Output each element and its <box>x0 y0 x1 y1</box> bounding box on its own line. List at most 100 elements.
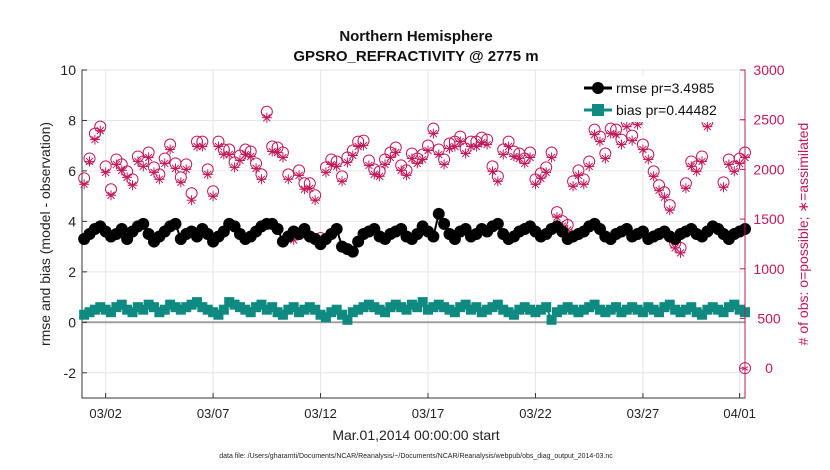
assimilated-point <box>680 183 691 194</box>
asterisk-stroke <box>488 167 497 176</box>
assimilated-point <box>213 141 224 152</box>
asterisk-stroke <box>365 161 373 170</box>
asterisk-stroke <box>429 129 438 138</box>
rmse-point <box>115 222 128 235</box>
assimilated-point <box>702 121 713 132</box>
asterisk-stroke <box>117 166 126 175</box>
asterisk-stroke <box>504 142 513 151</box>
bias-point <box>632 304 643 315</box>
asterisk-stroke <box>252 164 260 173</box>
asterisk-stroke <box>434 150 443 159</box>
assimilated-point <box>406 153 417 164</box>
asterisk-stroke <box>230 163 239 172</box>
left-axis-ticks: -2 0 2 4 6 8 10 <box>60 62 87 381</box>
assimilated-point <box>208 191 219 202</box>
assimilated-point <box>181 164 192 175</box>
asterisk-stroke <box>499 150 508 159</box>
asterisk-stroke <box>424 146 432 155</box>
assimilated-point <box>245 151 256 162</box>
asterisk-stroke <box>262 113 271 122</box>
asterisk-stroke <box>112 160 121 169</box>
bias-point <box>616 307 627 318</box>
asterisk-stroke <box>107 191 115 200</box>
asterisk-stroke <box>370 170 379 179</box>
assimilated-point <box>127 180 138 191</box>
legend-bias-marker <box>592 104 604 116</box>
assimilated-point <box>224 149 235 160</box>
asterisk-stroke <box>182 165 191 174</box>
assimilated-point <box>390 147 401 158</box>
asterisk-stroke <box>585 162 594 171</box>
rmse-point <box>137 217 150 230</box>
bias-point <box>562 302 573 313</box>
right-tick-label: 500 <box>757 310 781 326</box>
assimilated-point <box>79 179 90 190</box>
assimilated-point <box>202 169 213 180</box>
bias-point <box>380 307 391 318</box>
assimilated-point <box>374 171 385 182</box>
asterisk-stroke <box>171 164 180 173</box>
rmse-point <box>169 217 182 230</box>
assimilated-point <box>621 121 632 132</box>
asterisk-stroke <box>375 172 384 181</box>
assimilated-point <box>272 147 283 158</box>
assimilated-point <box>659 192 670 203</box>
bias-point <box>530 307 541 318</box>
assimilated-point <box>616 139 627 150</box>
assimilated-point <box>600 153 611 164</box>
asterisk-stroke <box>649 172 658 181</box>
x-tick-label: 03/07 <box>197 406 230 421</box>
assimilated-point <box>401 170 412 181</box>
bias-point <box>202 304 213 315</box>
asterisk-stroke <box>273 148 282 157</box>
asterisk-stroke <box>612 130 620 139</box>
bias-point <box>643 302 654 313</box>
asterisk-stroke <box>284 175 293 184</box>
assimilated-point <box>197 141 208 152</box>
assimilated-point <box>84 156 95 167</box>
bias-series <box>79 297 750 325</box>
asterisk-stroke <box>198 142 207 151</box>
bias-point <box>272 307 283 318</box>
bias-point <box>471 302 482 313</box>
asterisk-stroke <box>418 155 427 164</box>
bias-point <box>439 302 450 313</box>
assimilated-point <box>277 152 288 163</box>
bias-point <box>503 307 514 318</box>
bias-point <box>165 299 176 310</box>
asterisk-stroke <box>332 162 341 171</box>
bias-point <box>267 302 278 313</box>
x-tick-label: 03/02 <box>89 406 122 421</box>
bias-point <box>551 307 562 318</box>
bias-point <box>573 307 584 318</box>
assimilated-point <box>578 179 589 190</box>
assimilated-point <box>643 154 654 165</box>
bias-point <box>654 307 665 318</box>
assimilated-point <box>251 163 262 174</box>
assimilated-point <box>611 129 622 140</box>
rmse-point <box>330 222 343 235</box>
assimilated-point <box>310 195 321 206</box>
asterisk-stroke <box>692 167 701 176</box>
bias-point <box>315 309 326 320</box>
bias-point <box>148 302 159 313</box>
asterisk-stroke <box>574 171 583 180</box>
asterisk-stroke <box>569 182 577 191</box>
bias-point <box>396 302 407 313</box>
asterisk-stroke <box>354 142 363 151</box>
bias-point <box>568 304 579 315</box>
asterisk-stroke <box>311 196 320 205</box>
bias-point <box>337 309 348 320</box>
asterisk-stroke <box>644 155 653 164</box>
assimilated-point <box>261 112 272 123</box>
assimilated-point <box>159 158 170 169</box>
bias-point <box>385 302 396 313</box>
assimilated-point <box>165 144 176 155</box>
chart-title-line-1: Northern Hemisphere <box>339 28 492 45</box>
bias-point <box>433 299 444 310</box>
asterisk-stroke <box>80 180 89 189</box>
asterisk-stroke <box>730 167 739 176</box>
asterisk-stroke <box>601 154 610 163</box>
bias-point <box>175 304 186 315</box>
